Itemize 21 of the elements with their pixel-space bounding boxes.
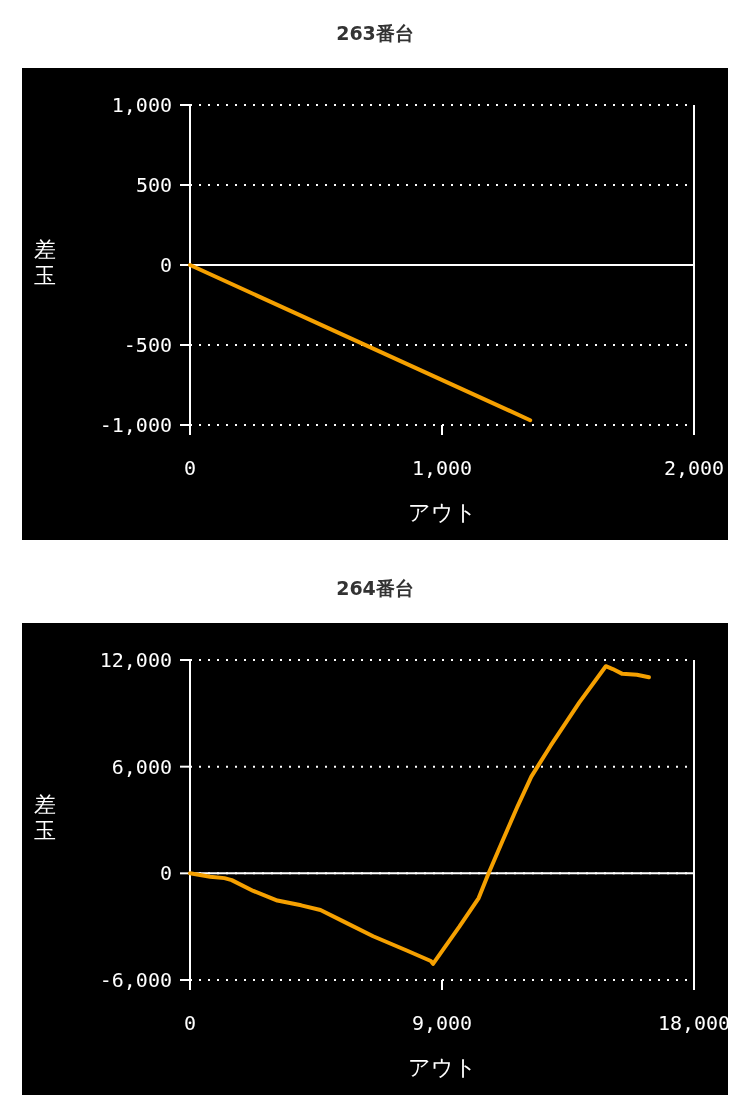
chart-title: 263番台 xyxy=(336,22,414,44)
x-axis-title: アウト xyxy=(407,1055,477,1080)
y-tick-label: -1,000 xyxy=(99,413,172,437)
y-axis-title: 差玉 xyxy=(34,792,56,843)
y-tick-label: 0 xyxy=(159,253,172,277)
y-tick-label: 12,000 xyxy=(99,648,172,672)
y-tick-label: -500 xyxy=(123,333,172,357)
x-tick-label: 0 xyxy=(183,456,197,480)
x-tick-label: 0 xyxy=(183,1011,197,1035)
chart-title: 264番台 xyxy=(336,577,414,599)
y-tick-label: 0 xyxy=(159,861,172,886)
y-tick-label: 500 xyxy=(135,173,172,197)
y-tick-label: -6,000 xyxy=(99,968,172,992)
x-tick-label: 2,000 xyxy=(663,456,725,480)
x-tick-label: 9,000 xyxy=(411,1011,473,1035)
x-tick-label: 1,000 xyxy=(411,456,473,480)
x-tick-label: 18,000 xyxy=(657,1011,731,1035)
y-axis-title: 差玉 xyxy=(34,237,56,288)
x-axis-title: アウト xyxy=(407,500,477,525)
y-tick-label: 1,000 xyxy=(111,93,172,117)
y-tick-label: 6,000 xyxy=(111,754,172,779)
